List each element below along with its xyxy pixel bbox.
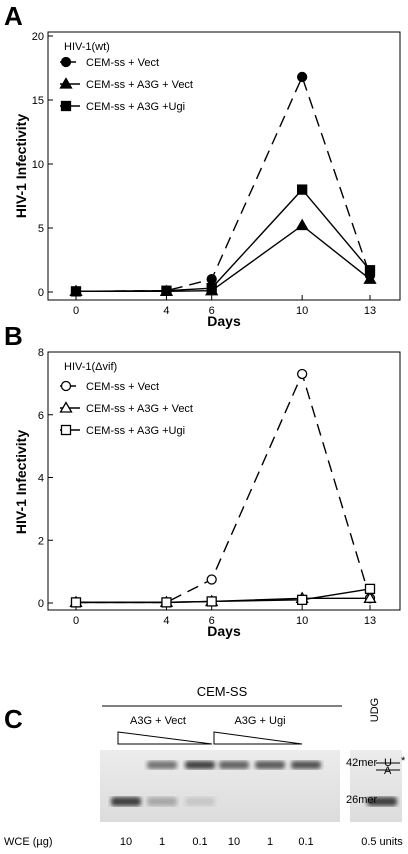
plot-frame-a <box>47 31 401 301</box>
chart-a-y-tick-label-3: 15 <box>32 95 44 107</box>
gel-band-26mer-lane-0 <box>111 797 141 806</box>
lane-label-2: 0.1 <box>192 836 207 848</box>
x-axis-label-a: Days <box>207 313 241 329</box>
chart-b-series-1-point-4 <box>363 591 377 603</box>
x-axis-label-b: Days <box>207 623 241 639</box>
lane-label-3: 10 <box>228 836 240 848</box>
chart-b-series-2-point-2 <box>206 596 217 607</box>
uracil-mark: U <box>384 757 392 769</box>
chart-b-series-2-point-3 <box>297 594 308 606</box>
chart-b-y-tick-label-0: 0 <box>38 598 44 610</box>
chart-b-y-tick-label-4: 8 <box>38 347 44 359</box>
chart-b-x-tick-label-1: 4 <box>163 615 169 627</box>
chart-a-legend-marker-1-point-0 <box>59 77 73 89</box>
chart-a-x-tick-label-1: 4 <box>163 305 169 317</box>
chart-b-y-tick-label-1: 2 <box>38 535 44 547</box>
panel-letter-b: B <box>4 321 23 351</box>
chart-b-x-tick-label-0: 0 <box>73 615 79 627</box>
gel-image-main <box>100 750 340 822</box>
gel-band-42mer-lane-1 <box>147 761 177 769</box>
plot-frame-b <box>47 351 401 611</box>
chart-b-x-tick-label-3: 10 <box>296 615 308 627</box>
substrate-duplex-diagram: U A * <box>376 755 406 777</box>
lane-label-4: 1 <box>267 836 273 848</box>
gel-title: CEM-SS <box>197 684 248 699</box>
chart-a-series-0-point-3 <box>297 71 308 83</box>
gel-band-42mer-lane-3 <box>219 761 249 769</box>
gel-band-26mer-lane-1 <box>147 797 177 806</box>
band-label-26mer: 26mer <box>346 794 378 806</box>
gel-band-42mer-lane-4 <box>255 761 285 769</box>
panel-letter-c: C <box>4 704 23 734</box>
y-axis-label-a: HIV-1 Infectivity <box>13 114 29 218</box>
chart-a-x-tick-label-0: 0 <box>73 305 79 317</box>
chart-a-legend-label-1: CEM-ss + A3G + Vect <box>86 79 193 91</box>
chart-panel-a: HIV-1(wt) HIV-1 Infectivity Days 0 5 10 15 2… <box>13 31 401 329</box>
chart-b-series-2-point-1 <box>161 597 172 608</box>
chart-b-legend-label-2: CEM-ss + A3G +Ugi <box>86 425 185 437</box>
chart-b-y-tick-label-3: 6 <box>38 410 44 422</box>
chart-b-series-0-point-3 <box>297 368 308 380</box>
gradient-wedge-1 <box>117 731 213 745</box>
chart-b-series-0-point-2 <box>206 574 217 585</box>
chart-b-series-2-point-4 <box>364 583 376 595</box>
chart-panel-b: HIV-1(Δvif) HIV-1 Infectivity Days 0 2 4 6 8… <box>13 347 401 639</box>
chart-a-y-tick-label-0: 0 <box>38 287 44 299</box>
gel-panel-c: CEM-SS A3G + Vect A3G + Ugi UDG 42mer 26… <box>4 684 406 848</box>
chart-a-series-2-point-3 <box>297 184 308 195</box>
chart-a-series-2-point-4 <box>364 265 376 276</box>
chart-a-legend-label-2: CEM-ss + A3G +Ugi <box>86 101 185 113</box>
gel-group-1-label: A3G + Vect <box>130 715 186 727</box>
gel-band-42mer-lane-2 <box>185 761 215 769</box>
lane-label-1: 1 <box>159 836 165 848</box>
chart-title-b: HIV-1(Δvif) <box>64 361 117 373</box>
chart-a-x-tick-label-2: 6 <box>209 305 215 317</box>
label-star: * <box>401 755 406 767</box>
chart-b-legend-marker-1-point-0 <box>59 401 73 413</box>
wce-label: WCE (µg) <box>4 836 53 848</box>
lane-label-0: 10 <box>120 836 132 848</box>
lane-label-6: 0.5 units <box>361 836 403 848</box>
chart-b-y-tick-label-2: 4 <box>38 473 44 485</box>
chart-b-x-tick-label-2: 6 <box>209 615 215 627</box>
chart-a-y-tick-label-2: 10 <box>32 159 44 171</box>
panel-letter-a: A <box>4 1 23 31</box>
chart-a-series-1-line <box>76 224 371 293</box>
chart-a-series-2-point-0 <box>70 286 82 297</box>
chart-a-legend-label-0: CEM-ss + Vect <box>86 57 159 69</box>
chart-a-series-0-point-2 <box>206 274 217 285</box>
chart-a-series-1-point-4 <box>363 272 377 284</box>
chart-a-x-tick-label-3: 10 <box>296 305 308 317</box>
band-label-42mer: 42mer <box>346 757 378 769</box>
y-axis-label-b: HIV-1 Infectivity <box>13 430 29 534</box>
chart-b-legend-marker-2-point-0 <box>60 424 72 436</box>
adenine-mark: A <box>384 765 392 777</box>
chart-title-a: HIV-1(wt) <box>64 41 110 53</box>
chart-b-legend-label-1: CEM-ss + A3G + Vect <box>86 403 193 415</box>
gel-group-2-label: A3G + Ugi <box>234 715 285 727</box>
gel-image-udg <box>350 750 402 822</box>
udg-label: UDG <box>369 698 381 722</box>
gel-band-26mer-lane-6 <box>367 797 397 806</box>
chart-b-series-2-point-0 <box>70 597 82 608</box>
lane-label-5: 0.1 <box>298 836 313 848</box>
chart-a-series-2-point-2 <box>206 283 217 294</box>
chart-b-legend-marker-0-point-0 <box>60 380 72 392</box>
chart-b-legend-label-0: CEM-ss + Vect <box>86 381 159 393</box>
chart-a-x-tick-label-4: 13 <box>364 305 376 317</box>
chart-a-y-tick-label-1: 5 <box>38 223 44 235</box>
chart-a-legend-marker-0-point-0 <box>60 56 72 68</box>
chart-a-y-tick-label-4: 20 <box>32 31 44 43</box>
chart-b-x-tick-label-4: 13 <box>364 615 376 627</box>
chart-a-legend-marker-2-point-0 <box>60 100 72 112</box>
chart-a-series-2-point-1 <box>161 285 172 296</box>
gel-band-26mer-lane-2 <box>185 797 215 806</box>
chart-a-series-2-line <box>75 188 371 293</box>
gradient-wedge-2 <box>213 731 303 745</box>
chart-a-series-1-point-3 <box>295 218 309 231</box>
gel-band-42mer-lane-5 <box>291 761 321 769</box>
